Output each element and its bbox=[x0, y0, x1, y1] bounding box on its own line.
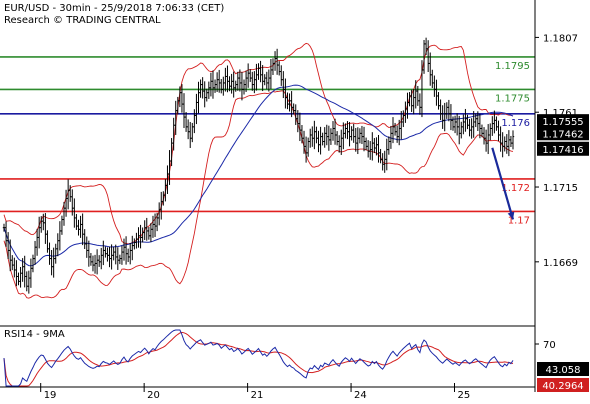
y-tick-label-1: 1.1761 bbox=[543, 108, 578, 119]
x-tick-label-0: 19 bbox=[44, 390, 57, 400]
x-tick-label-3: 24 bbox=[354, 390, 367, 400]
level-label-1: 1.1775 bbox=[495, 93, 530, 104]
level-label-3: 1.172 bbox=[501, 183, 530, 194]
rsi-tick-label-0: 70 bbox=[543, 340, 556, 351]
x-tick-label-1: 20 bbox=[147, 390, 160, 400]
level-label-2: 1.176 bbox=[501, 118, 530, 129]
price-badge-label-0: 1.17555 bbox=[542, 117, 583, 128]
rsi-badge-1 bbox=[537, 378, 589, 392]
level-label-4: 1.17 bbox=[508, 215, 530, 226]
x-tick-label-4: 25 bbox=[458, 390, 471, 400]
price-badge-0 bbox=[537, 114, 589, 129]
rsi-panel bbox=[0, 325, 535, 388]
rsi-line bbox=[3, 329, 514, 387]
chart-title: EUR/USD - 30min - 25/9/2018 7:06:33 (CET… bbox=[4, 3, 224, 14]
price-badge-label-2: 1.17416 bbox=[542, 145, 583, 156]
main-price-panel: 1.1795 1.1775 1.176 1.172 1.17 bbox=[0, 37, 535, 299]
rsi-badge-label-0: 43.058 bbox=[546, 365, 581, 376]
lower-band-line bbox=[3, 90, 514, 299]
price-badge-1 bbox=[537, 126, 589, 141]
rsi-panel-title: RSI14 - 9MA bbox=[4, 329, 65, 340]
main-plot-area bbox=[2, 37, 515, 299]
y-tick-label-0: 1.1807 bbox=[543, 33, 578, 44]
y-tick-label-3: 1.1669 bbox=[543, 258, 578, 269]
price-badge-2 bbox=[537, 141, 589, 156]
rsi-badge-label-1: 40.2964 bbox=[542, 381, 583, 392]
rsi-badge-0 bbox=[537, 362, 589, 376]
forecast-arrow-shaft bbox=[491, 147, 515, 220]
forecast-arrow-head bbox=[507, 211, 515, 220]
x-tick-label-2: 21 bbox=[251, 390, 264, 400]
level-label-0: 1.1795 bbox=[495, 61, 530, 72]
chart-subtitle: Research © TRADING CENTRAL bbox=[4, 15, 161, 26]
y-tick-label-2: 1.1715 bbox=[543, 183, 578, 194]
price-badge-label-1: 1.17462 bbox=[542, 129, 583, 140]
